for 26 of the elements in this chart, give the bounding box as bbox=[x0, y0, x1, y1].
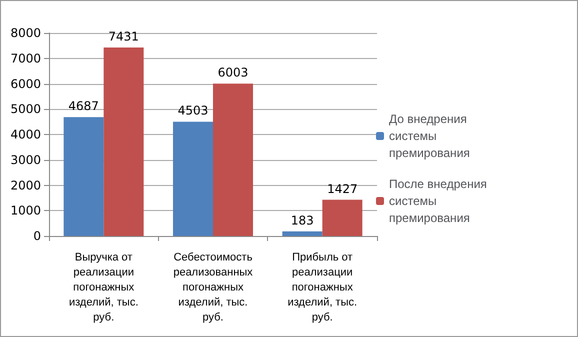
bar bbox=[104, 47, 144, 236]
bar bbox=[282, 231, 322, 236]
y-tick-label: 7000 bbox=[10, 51, 41, 66]
x-tick-label: Выручка от реализации погонажных изделий, тыс. руб. bbox=[68, 252, 138, 324]
y-tick-label: 4000 bbox=[10, 128, 41, 142]
legend-label: После внедрения системы премирования bbox=[389, 177, 490, 225]
y-tick-label: 6000 bbox=[10, 76, 41, 91]
y-tick-label: 3000 bbox=[10, 152, 41, 167]
y-tick-label: 0 bbox=[33, 229, 41, 243]
data-label: 1427 bbox=[327, 182, 358, 196]
bar bbox=[322, 200, 362, 236]
bar bbox=[213, 84, 253, 236]
bar bbox=[64, 117, 104, 236]
y-tick-label: 2000 bbox=[10, 178, 41, 192]
x-tick-label: Себестоимость реализованных погонажных изделий, тыс. руб. bbox=[173, 252, 254, 324]
data-label: 4503 bbox=[178, 104, 208, 118]
data-label: 6003 bbox=[218, 66, 248, 80]
y-tick-label: 1000 bbox=[10, 204, 41, 218]
data-label: 7431 bbox=[108, 29, 139, 44]
legend-label: До внедрения системы премирования bbox=[389, 112, 470, 160]
data-label: 183 bbox=[290, 213, 314, 228]
x-tick-label: Прибыль от реализации погонажных изделий, тыс. руб. bbox=[288, 252, 358, 324]
y-tick-label: 8000 bbox=[10, 26, 41, 40]
y-tick-label: 5000 bbox=[10, 102, 41, 116]
data-label: 4687 bbox=[68, 99, 99, 114]
bar bbox=[173, 122, 213, 236]
